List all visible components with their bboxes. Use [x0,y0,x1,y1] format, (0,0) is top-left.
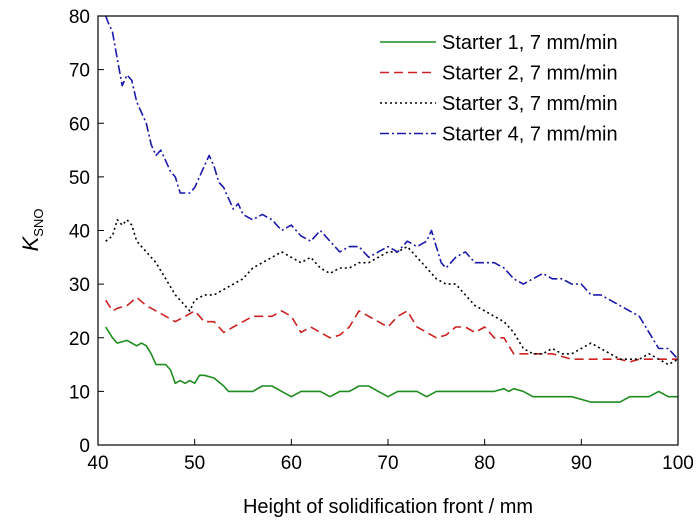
y-tick-label: 80 [69,7,90,28]
y-tick-label: 30 [69,275,90,296]
y-tick-label: 40 [69,222,90,243]
legend-label: Starter 4, 7 mm/min [442,124,618,146]
y-axis-label-sub: SNO [31,209,46,237]
y-tick-label: 60 [69,114,90,135]
legend-label: Starter 3, 7 mm/min [442,93,618,115]
x-tick-label: 70 [377,453,398,474]
y-axis-label-main: K [18,235,43,251]
x-tick-label: 80 [474,453,495,474]
series-line-starter-1 [105,326,678,403]
legend-label: Starter 2, 7 mm/min [442,63,618,85]
y-tick-label: 10 [69,382,90,403]
x-tick-label: 60 [281,453,302,474]
y-tick-label: 0 [79,436,90,457]
y-tick-label: 50 [69,168,90,189]
series-line-starter-2 [105,296,678,363]
y-tick-label: 20 [69,329,90,350]
y-axis-label: KSNO [18,209,46,252]
x-tick-label: 90 [571,453,592,474]
legend: Starter 1, 7 mm/min Starter 2, 7 mm/min St… [380,32,618,146]
series-line-starter-3 [105,219,679,366]
series-layer [104,15,679,403]
ticks-layer: 40 50 60 70 80 90 100 0 10 20 30 40 50 60 70 80 [69,7,694,474]
series-line-starter-4 [104,15,679,360]
x-tick-label: 100 [662,453,694,474]
x-axis-label: Height of solidification front / mm [243,496,533,518]
legend-label: Starter 1, 7 mm/min [442,32,618,54]
x-tick-label: 50 [184,453,205,474]
x-tick-label: 40 [87,453,108,474]
y-tick-label: 70 [69,61,90,82]
svg-text:KSNO: KSNO [18,209,46,252]
